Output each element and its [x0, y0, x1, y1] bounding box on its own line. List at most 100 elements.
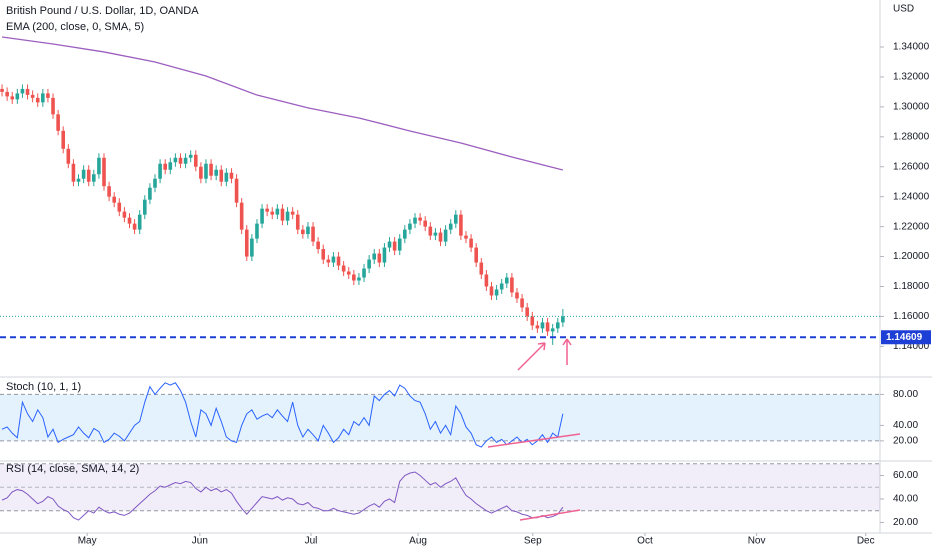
- candle-body: [499, 283, 504, 290]
- candle-body: [484, 274, 489, 287]
- candle-body: [336, 256, 341, 266]
- chart-title: British Pound / U.S. Dollar, 1D, OANDA: [6, 5, 199, 17]
- candle-body: [448, 223, 453, 230]
- candle-body: [413, 217, 417, 224]
- candle-body: [250, 238, 254, 257]
- candle-body: [362, 268, 366, 278]
- candle-body: [214, 169, 218, 176]
- candle-body: [239, 202, 244, 230]
- y-tick-label: 1.22000: [893, 221, 930, 232]
- candle-body: [41, 93, 45, 103]
- candle-body: [316, 241, 320, 250]
- candle-body: [30, 94, 35, 98]
- candle-body: [372, 253, 377, 260]
- stoch-title: Stoch (10, 1, 1): [6, 381, 81, 393]
- x-tick-label: Oct: [637, 536, 653, 547]
- candle-body: [66, 148, 71, 164]
- candle-body: [10, 96, 15, 100]
- candle-body: [428, 226, 433, 236]
- candle-body: [178, 157, 183, 164]
- y-tick-label: 40.00: [893, 494, 918, 505]
- candle-body: [397, 238, 402, 251]
- indicator-line: [1, 382, 564, 448]
- candle-body: [107, 186, 111, 197]
- candle-body: [117, 202, 122, 212]
- x-tick-label: Jul: [305, 536, 318, 547]
- candle-body: [15, 93, 20, 100]
- candle-body: [102, 157, 106, 187]
- annotations: [487, 338, 581, 521]
- candle-body: [550, 328, 555, 332]
- y-tick-label: 80.00: [893, 389, 918, 400]
- candle-body: [489, 286, 494, 296]
- candle-body: [229, 172, 234, 179]
- candle-body: [295, 214, 300, 230]
- candle-body: [142, 199, 147, 215]
- y-tick-label: 1.30000: [893, 102, 930, 113]
- candle-body: [540, 322, 545, 329]
- candle-body: [464, 235, 468, 239]
- candle-body: [132, 223, 137, 230]
- band: [0, 394, 880, 441]
- level-tag: [881, 330, 931, 345]
- candle-body: [367, 259, 371, 269]
- candle-body: [545, 322, 550, 332]
- candle-body: [127, 217, 132, 224]
- candle-body: [112, 196, 117, 203]
- candle-body: [86, 169, 91, 182]
- candle-body: [377, 253, 382, 263]
- candle-body: [285, 211, 290, 221]
- candle-body: [97, 157, 101, 175]
- candle-body: [326, 259, 331, 263]
- candle-body: [459, 214, 463, 236]
- candle-body: [51, 97, 55, 115]
- candle-body: [168, 162, 173, 170]
- candle-body: [301, 229, 305, 235]
- x-tick-label: Nov: [748, 536, 766, 547]
- candle-body: [515, 292, 519, 299]
- candle-body: [255, 223, 259, 239]
- candle-body: [92, 174, 96, 182]
- candle-body: [331, 256, 336, 263]
- candle-body: [209, 163, 213, 176]
- candle-body: [163, 163, 167, 170]
- candle-body: [403, 229, 407, 239]
- candle-body: [479, 262, 484, 275]
- candle-body: [321, 249, 326, 260]
- candle-body: [454, 214, 458, 224]
- ema-line: [1, 36, 564, 171]
- y-tick-label: 20.00: [893, 517, 918, 528]
- candle-body: [20, 88, 25, 94]
- candle-body: [275, 208, 280, 215]
- candle-body: [173, 157, 178, 163]
- x-tick-label: Aug: [409, 536, 427, 547]
- y-tick-label: 60.00: [893, 470, 918, 481]
- rsi-trendline: [519, 509, 581, 521]
- candle-body: [418, 217, 422, 221]
- candle-body: [494, 289, 499, 296]
- y-tick-label: 1.28000: [893, 131, 930, 142]
- candle-body: [561, 316, 565, 323]
- x-tick-label: May: [78, 536, 97, 547]
- y-tick-label: 1.32000: [893, 72, 930, 83]
- candle-body: [270, 211, 275, 215]
- candle-body: [433, 232, 438, 236]
- candle-body: [504, 277, 509, 284]
- candle-body: [260, 208, 264, 224]
- candle-body: [46, 93, 50, 98]
- stoch-trendline: [487, 433, 581, 448]
- annotation-arrow: [562, 338, 572, 365]
- candle-body: [224, 172, 229, 182]
- candle-body: [341, 265, 346, 272]
- y-tick-label: 20.00: [893, 436, 918, 447]
- candle-body: [81, 169, 86, 179]
- candle-body: [234, 178, 239, 203]
- candle-body: [244, 229, 249, 257]
- candle-body: [438, 232, 443, 242]
- y-tick-label: 1.16000: [893, 311, 930, 322]
- candle-body: [382, 247, 387, 263]
- candle-body: [530, 316, 535, 326]
- candle-body: [158, 163, 162, 179]
- candle-body: [137, 214, 142, 230]
